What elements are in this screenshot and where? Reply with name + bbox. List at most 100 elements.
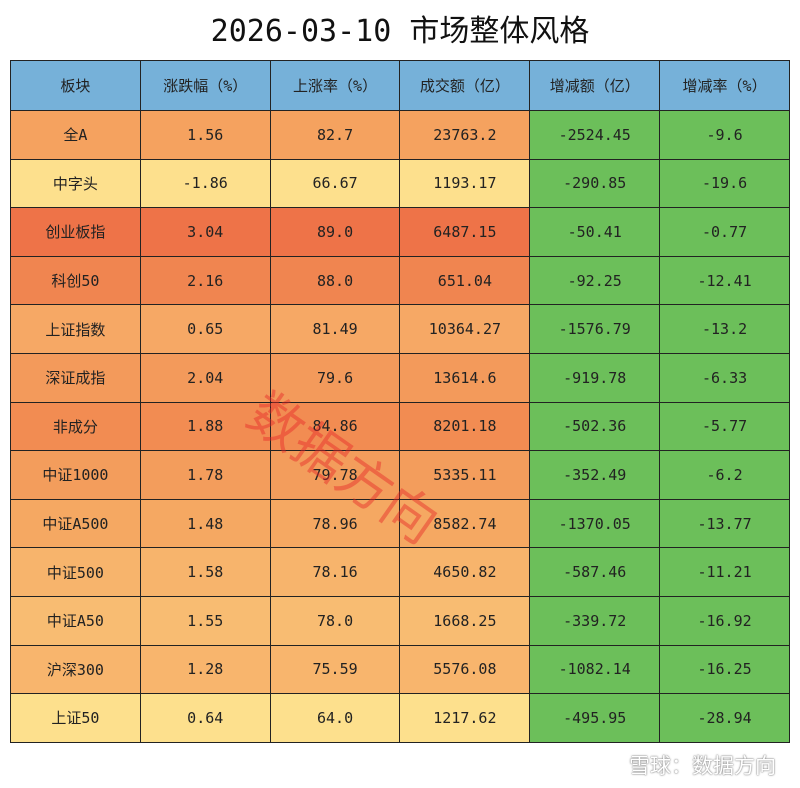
cell: -9.6 xyxy=(659,110,790,160)
cell: 88.0 xyxy=(269,255,401,306)
table-body: 全A 1.56 82.7 23763.2 -2524.45 -9.6 中字头 -1.86 66.… xyxy=(10,110,790,743)
cell: -16.92 xyxy=(659,595,790,646)
cell: -2524.45 xyxy=(529,110,661,160)
row-label: 中字头 xyxy=(10,158,141,209)
cell: 82.7 xyxy=(269,110,401,160)
row-label: 上证指数 xyxy=(10,304,141,354)
cell: -13.77 xyxy=(659,498,790,549)
cell: -6.33 xyxy=(659,352,790,403)
cell: 78.16 xyxy=(269,547,401,597)
table-row: 深证成指 2.04 79.6 13614.6 -919.78 -6.33 xyxy=(10,352,790,403)
market-table: 板块 涨跌幅（%） 上涨率（%） 成交额（亿） 增减额（亿） 增减率（%） 全A 1.56 8… xyxy=(10,60,790,743)
cell: -352.49 xyxy=(529,450,661,500)
header-cell: 上涨率（%） xyxy=(269,60,401,111)
cell: 1217.62 xyxy=(399,693,531,743)
cell: 0.65 xyxy=(139,304,271,354)
row-label: 深证成指 xyxy=(10,352,141,403)
cell: 1193.17 xyxy=(399,158,531,209)
footer: 雪球：数据方向 xyxy=(629,754,776,778)
row-label: 非成分 xyxy=(10,401,141,452)
cell: 1.55 xyxy=(139,595,271,646)
cell: -587.46 xyxy=(529,547,661,597)
cell: -1082.14 xyxy=(529,644,661,695)
cell: -290.85 xyxy=(529,158,661,209)
cell: 78.96 xyxy=(269,498,401,549)
cell: 10364.27 xyxy=(399,304,531,354)
table-row: 上证50 0.64 64.0 1217.62 -495.95 -28.94 xyxy=(10,693,790,743)
cell: -92.25 xyxy=(529,255,661,306)
header-cell: 板块 xyxy=(10,60,141,111)
cell: -16.25 xyxy=(659,644,790,695)
table-row: 全A 1.56 82.7 23763.2 -2524.45 -9.6 xyxy=(10,110,790,160)
table-row: 中字头 -1.86 66.67 1193.17 -290.85 -19.6 xyxy=(10,158,790,209)
row-label: 科创50 xyxy=(10,255,141,306)
cell: -12.41 xyxy=(659,255,790,306)
cell: 3.04 xyxy=(139,207,271,257)
cell: 0.64 xyxy=(139,693,271,743)
row-label: 中证1000 xyxy=(10,450,141,500)
cell: 1.88 xyxy=(139,401,271,452)
cell: 651.04 xyxy=(399,255,531,306)
row-label: 沪深300 xyxy=(10,644,141,695)
cell: -0.77 xyxy=(659,207,790,257)
table-row: 科创50 2.16 88.0 651.04 -92.25 -12.41 xyxy=(10,255,790,306)
row-label: 上证50 xyxy=(10,693,141,743)
table-row: 沪深300 1.28 75.59 5576.08 -1082.14 -16.25 xyxy=(10,644,790,695)
table-row: 非成分 1.88 84.86 8201.18 -502.36 -5.77 xyxy=(10,401,790,452)
cell: -339.72 xyxy=(529,595,661,646)
cell: 89.0 xyxy=(269,207,401,257)
header-cell: 成交额（亿） xyxy=(399,60,531,111)
cell: 79.6 xyxy=(269,352,401,403)
cell: 79.78 xyxy=(269,450,401,500)
title: 2026-03-10 市场整体风格 xyxy=(210,14,590,49)
header-cell: 增减率（%） xyxy=(659,60,790,111)
cell: 81.49 xyxy=(269,304,401,354)
header-cell: 增减额（亿） xyxy=(529,60,661,111)
table-row: 中证1000 1.78 79.78 5335.11 -352.49 -6.2 xyxy=(10,450,790,500)
cell: -28.94 xyxy=(659,693,790,743)
table-row: 中证A500 1.48 78.96 8582.74 -1370.05 -13.77 xyxy=(10,498,790,549)
cell: 8201.18 xyxy=(399,401,531,452)
cell: 1.28 xyxy=(139,644,271,695)
cell: 5335.11 xyxy=(399,450,531,500)
cell: -19.6 xyxy=(659,158,790,209)
cell: 4650.82 xyxy=(399,547,531,597)
cell: -11.21 xyxy=(659,547,790,597)
row-label: 中证A50 xyxy=(10,595,141,646)
cell: -1576.79 xyxy=(529,304,661,354)
row-label: 中证A500 xyxy=(10,498,141,549)
cell: -1.86 xyxy=(139,158,271,209)
cell: -5.77 xyxy=(659,401,790,452)
cell: 75.59 xyxy=(269,644,401,695)
cell: -50.41 xyxy=(529,207,661,257)
header-row: 板块 涨跌幅（%） 上涨率（%） 成交额（亿） 增减额（亿） 增减率（%） xyxy=(10,60,790,111)
cell: -502.36 xyxy=(529,401,661,452)
cell: 1668.25 xyxy=(399,595,531,646)
cell: -919.78 xyxy=(529,352,661,403)
row-label: 全A xyxy=(10,110,141,160)
cell: 1.48 xyxy=(139,498,271,549)
table-row: 中证A50 1.55 78.0 1668.25 -339.72 -16.92 xyxy=(10,595,790,646)
cell: 2.16 xyxy=(139,255,271,306)
table-row: 中证500 1.58 78.16 4650.82 -587.46 -11.21 xyxy=(10,547,790,597)
cell: 84.86 xyxy=(269,401,401,452)
cell: 64.0 xyxy=(269,693,401,743)
cell: 1.56 xyxy=(139,110,271,160)
table-row: 上证指数 0.65 81.49 10364.27 -1576.79 -13.2 xyxy=(10,304,790,354)
cell: -1370.05 xyxy=(529,498,661,549)
cell: 8582.74 xyxy=(399,498,531,549)
cell: 13614.6 xyxy=(399,352,531,403)
header-cell: 涨跌幅（%） xyxy=(139,60,271,111)
cell: 6487.15 xyxy=(399,207,531,257)
cell: 1.78 xyxy=(139,450,271,500)
cell: 78.0 xyxy=(269,595,401,646)
cell: 66.67 xyxy=(269,158,401,209)
row-label: 创业板指 xyxy=(10,207,141,257)
cell: -6.2 xyxy=(659,450,790,500)
cell: -13.2 xyxy=(659,304,790,354)
cell: 2.04 xyxy=(139,352,271,403)
row-label: 中证500 xyxy=(10,547,141,597)
table-row: 创业板指 3.04 89.0 6487.15 -50.41 -0.77 xyxy=(10,207,790,257)
cell: 5576.08 xyxy=(399,644,531,695)
cell: 1.58 xyxy=(139,547,271,597)
